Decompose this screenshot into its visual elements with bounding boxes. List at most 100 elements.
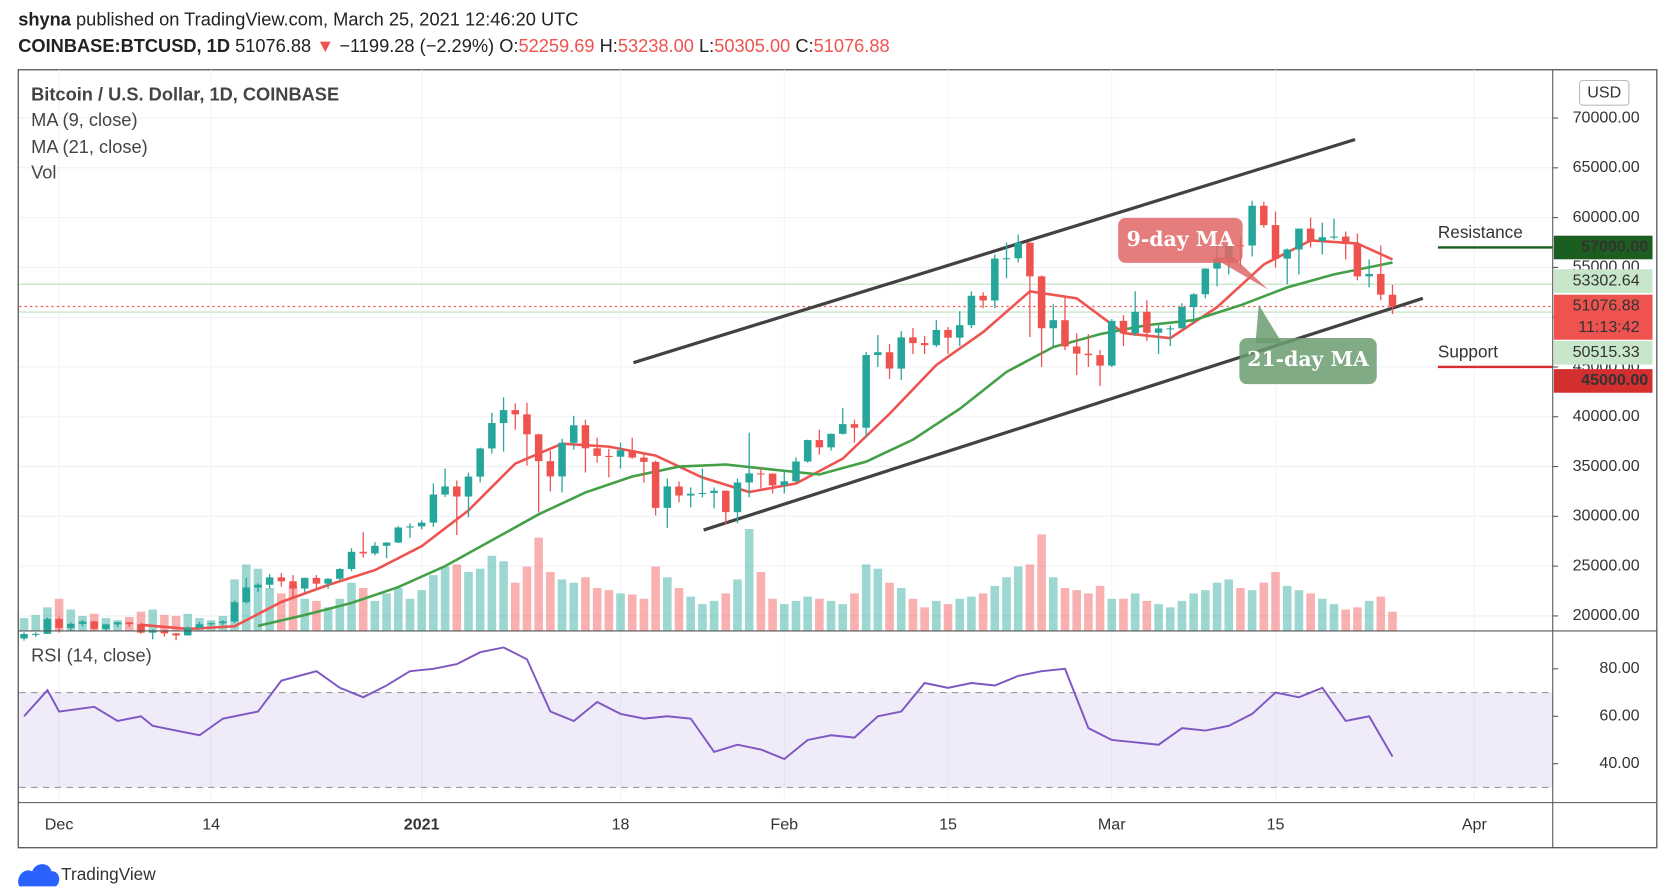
candle-body (1189, 294, 1198, 308)
countdown: 11:13:42 (1578, 318, 1639, 336)
candle-body (768, 473, 777, 486)
volume-bar (627, 594, 637, 631)
volume-bar (1107, 598, 1117, 631)
candle-body (991, 258, 999, 301)
volume-bar (733, 579, 742, 631)
annotation-box (1239, 338, 1377, 385)
volume-bar (288, 585, 298, 631)
x-tick-label: Feb (770, 815, 798, 833)
volume-bar (1119, 598, 1128, 631)
volume-bar (779, 604, 789, 631)
volume-bar (160, 614, 169, 631)
volume-bar (429, 575, 438, 631)
volume-bar (1271, 571, 1280, 631)
volume-bar (323, 607, 333, 631)
chart-title: Bitcoin / U.S. Dollar, 1D, COINBASE (31, 83, 339, 104)
volume-bar (335, 598, 345, 631)
candle-body (254, 584, 262, 588)
candle-body (1166, 328, 1175, 330)
volume-bar (510, 582, 520, 631)
candle-body (1353, 244, 1362, 277)
volume-bar (440, 566, 450, 631)
annotation-text: 9-day MA (1127, 227, 1236, 251)
candle-body (441, 486, 449, 495)
volume-bar (1072, 590, 1081, 631)
volume-bar (1224, 579, 1234, 631)
volume-bar (1353, 607, 1362, 631)
candle-body (488, 423, 496, 449)
candle-body (476, 448, 484, 477)
candle-body (1318, 237, 1327, 242)
candle-body (394, 527, 403, 543)
y-tick-label: 30000.00 (1573, 507, 1640, 525)
candle-body (230, 602, 239, 622)
published: published on TradingView.com, March 25, … (76, 8, 578, 29)
volume-bar (896, 588, 906, 631)
quote-line: COINBASE:BTCUSD, 1D 51076.88 ▼ −1199.28 … (18, 35, 889, 56)
candle-body (90, 621, 98, 629)
y-tick-label: 35000.00 (1573, 457, 1640, 475)
candle-body (1108, 320, 1116, 366)
volume-bar (499, 561, 508, 631)
volume-bar (1201, 590, 1210, 631)
rsi-tick-label: 60.00 (1599, 707, 1639, 725)
candle-body (932, 329, 941, 346)
candle-body (1131, 311, 1139, 334)
candle-body (722, 490, 730, 513)
candle-body (827, 433, 835, 448)
level-label-box (1553, 235, 1653, 260)
y-tick-label: 20000.00 (1573, 606, 1640, 624)
candle-body (885, 352, 894, 369)
volume-bar (756, 571, 766, 631)
annotation-box (1118, 217, 1243, 263)
candle-body (417, 522, 426, 527)
volume-bar (1002, 577, 1011, 631)
volume-bar (148, 609, 157, 631)
rsi-line (23, 646, 1394, 761)
candle-body (745, 473, 753, 483)
candle-body (663, 486, 672, 508)
candle-body (137, 624, 145, 633)
candle-body (1154, 328, 1163, 333)
price-label: 50515.33 (1573, 343, 1640, 361)
candle-body (534, 434, 543, 462)
high-label: H: (600, 35, 618, 56)
volume-bar (1294, 590, 1304, 631)
volume-bar (370, 600, 380, 631)
x-tick-label: 15 (939, 815, 957, 833)
logo-cloud (18, 864, 60, 887)
candle-body (511, 410, 520, 415)
volume-bar (663, 577, 672, 631)
volume-bar (534, 537, 543, 631)
volume-bar (487, 555, 497, 631)
currency-box (1579, 79, 1630, 106)
volume-bar (1376, 596, 1386, 631)
candle-body (265, 577, 274, 585)
candle-body (1365, 273, 1373, 277)
candle-body (558, 442, 566, 477)
candle-body (1283, 249, 1291, 259)
volume-bar (358, 588, 368, 631)
candle-body (31, 633, 40, 635)
level-label: 45000.00 (1581, 371, 1648, 389)
volume-bar (838, 604, 848, 631)
x-tick-label: Apr (1462, 815, 1488, 833)
candle-body (1178, 307, 1186, 329)
volume-bar (546, 571, 555, 631)
low-label: L: (699, 35, 714, 56)
candle-body (675, 486, 683, 496)
volume-bar (1388, 611, 1397, 631)
rsi-tick-label: 40.00 (1599, 754, 1639, 772)
volume-bar (967, 596, 976, 631)
volume-bar (1130, 593, 1140, 631)
volume-bar (955, 598, 965, 631)
tradingview-logo: TradingView (18, 864, 156, 887)
volume-bar (698, 604, 707, 631)
volume-bar (791, 600, 801, 631)
volume-bar (183, 613, 193, 631)
candle-body (242, 587, 250, 603)
level-label: 57000.00 (1581, 238, 1648, 256)
candle-body (944, 329, 952, 338)
volume-bar (581, 577, 590, 631)
